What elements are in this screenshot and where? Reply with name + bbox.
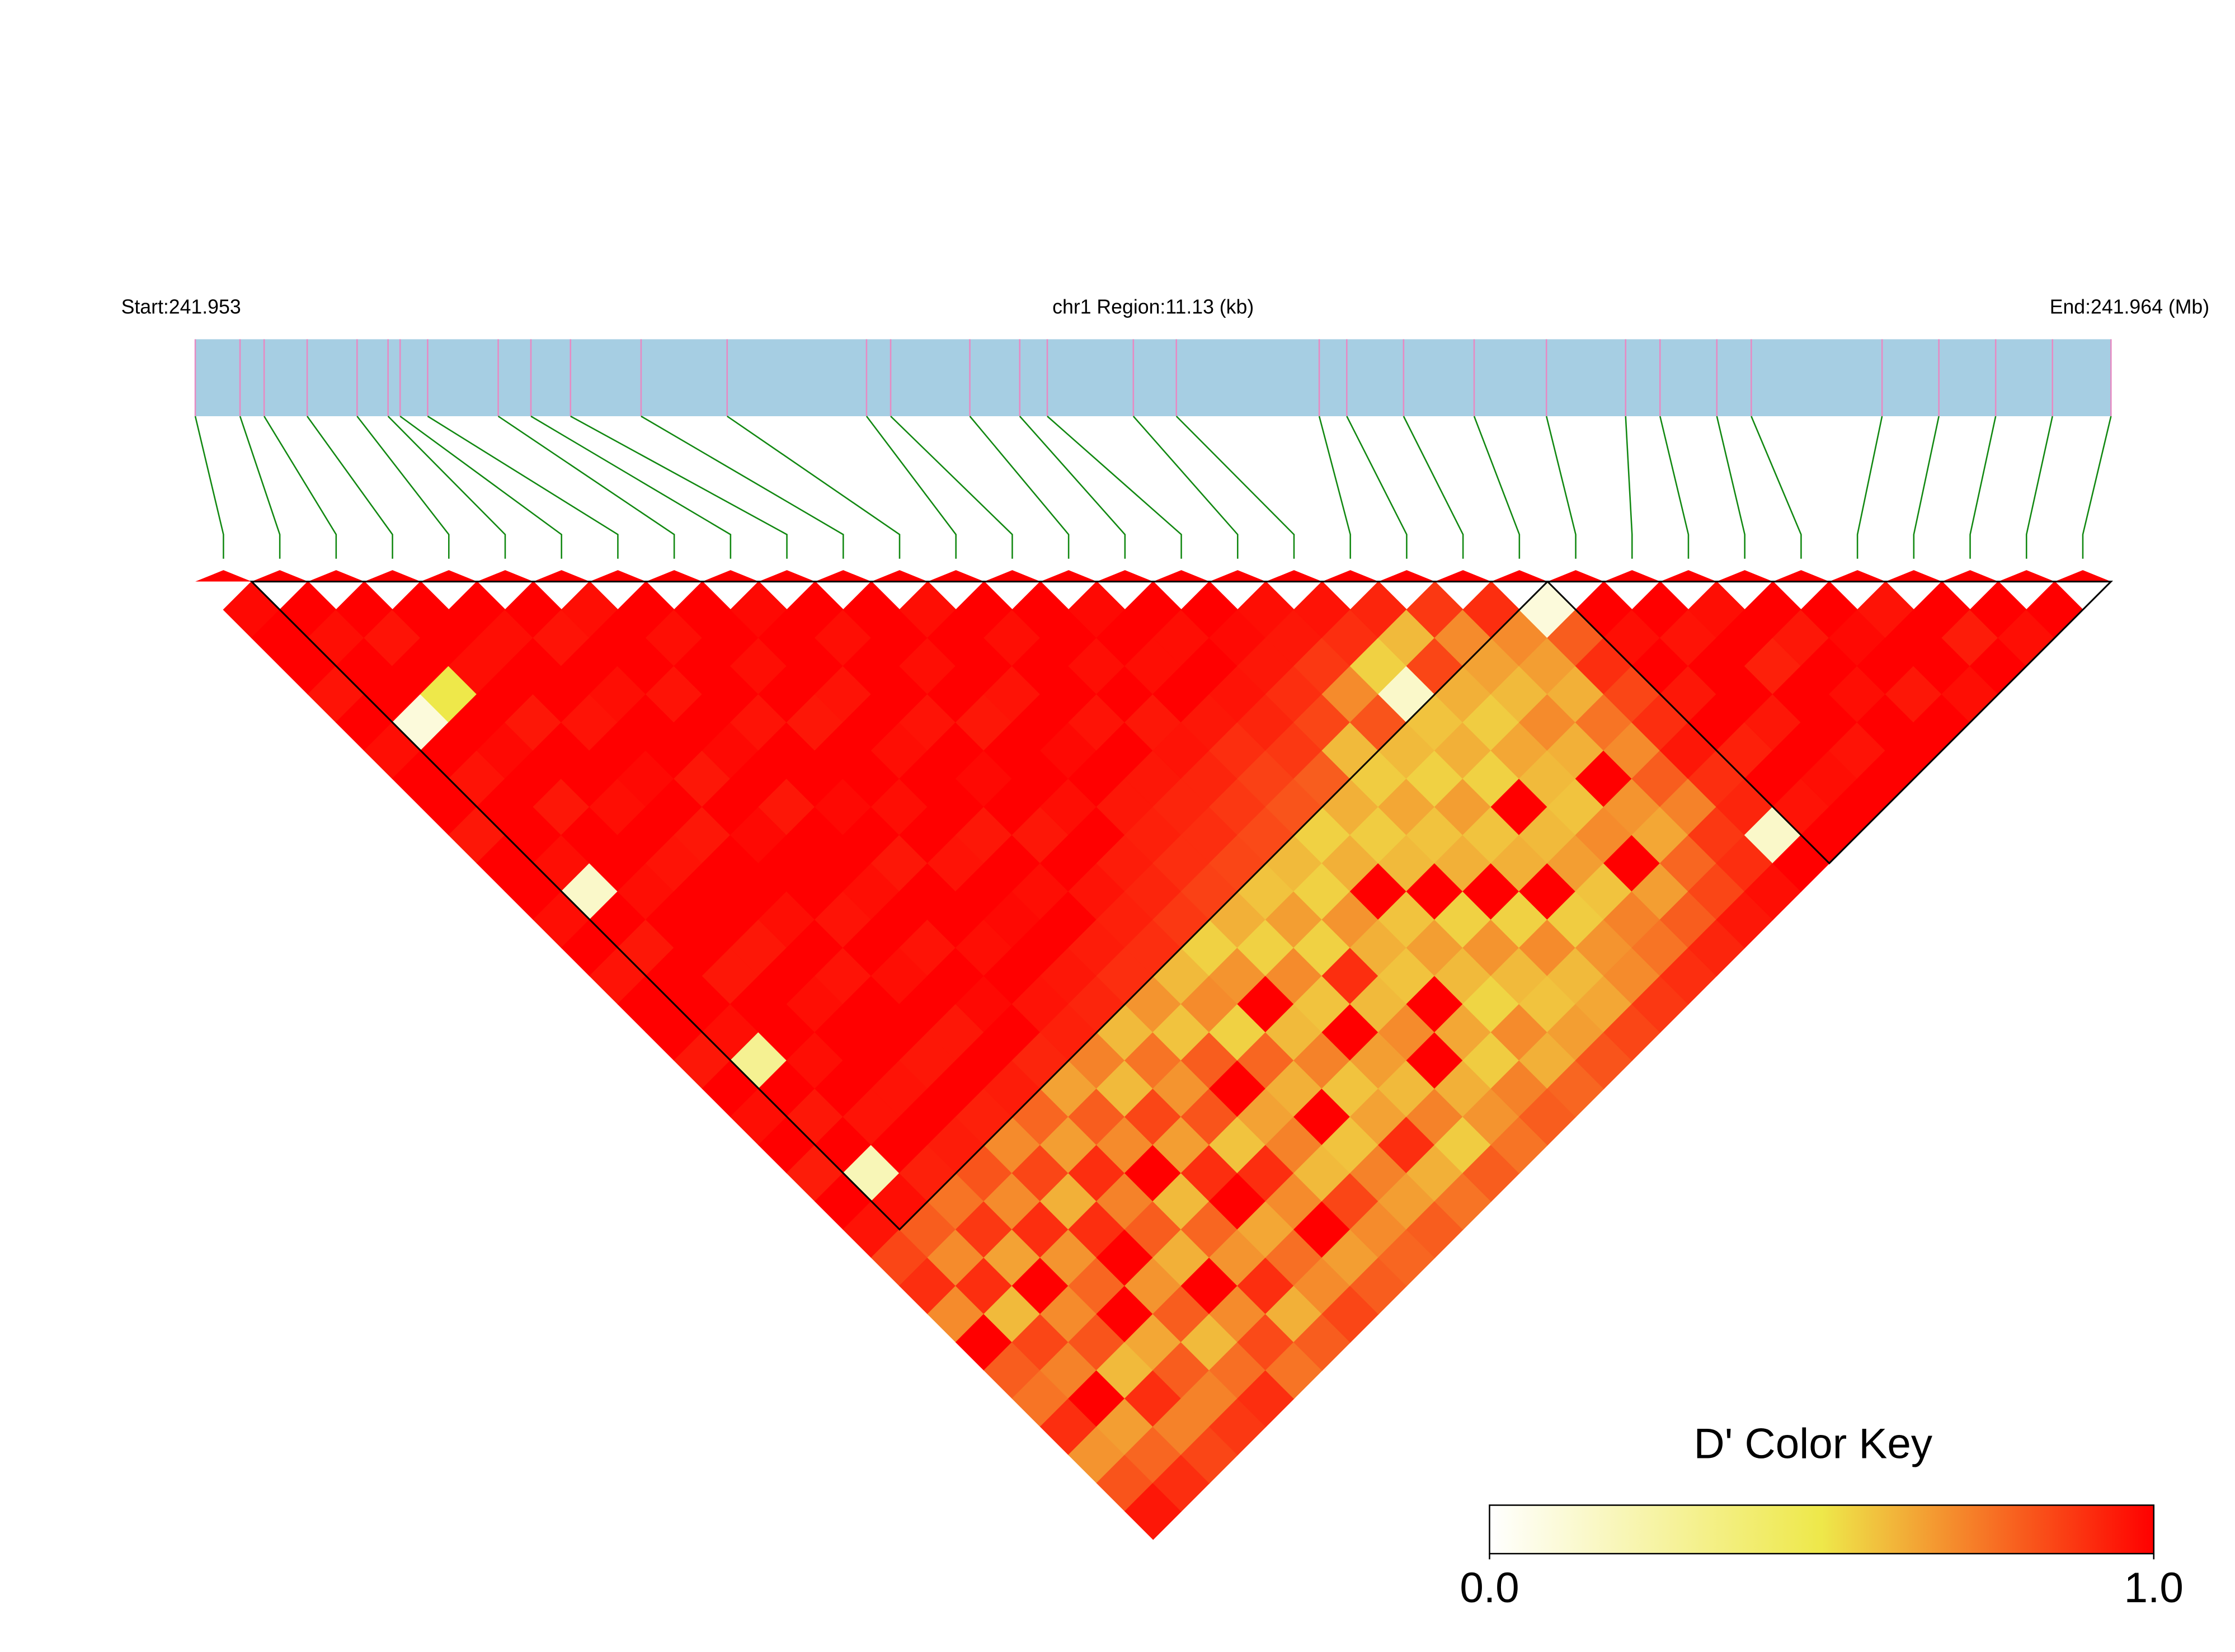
snp-marker — [477, 570, 534, 582]
snp-marker — [1209, 570, 1266, 582]
snp-marker — [1716, 570, 1773, 582]
snp-connector — [1913, 416, 1940, 559]
snp-connector — [356, 416, 450, 559]
snp-connector — [1175, 416, 1295, 559]
snp-connector — [2025, 416, 2053, 559]
snp-marker — [1434, 570, 1491, 582]
snp-connector — [570, 415, 788, 559]
ld-block — [1545, 581, 2114, 865]
snp-marker — [1491, 570, 1548, 582]
snp-connector — [641, 415, 844, 559]
snp-marker — [420, 570, 477, 582]
key-tick-label: 1.0 — [2124, 1564, 2184, 1612]
snp-connector — [497, 415, 675, 559]
key-tick-label: 0.0 — [1460, 1564, 1519, 1612]
snp-connector — [1318, 416, 1351, 559]
snp-marker — [815, 570, 872, 582]
snp-marker — [1378, 570, 1435, 582]
snp-connector — [1625, 416, 1633, 559]
snp-connector — [239, 416, 281, 559]
snp-marker — [1265, 570, 1323, 582]
snp-connector — [530, 415, 732, 559]
snp-marker — [1097, 570, 1154, 582]
region-bar — [195, 339, 2111, 416]
snp-marker — [646, 570, 703, 582]
snp-connector — [969, 416, 1070, 559]
region-label: chr1 Region:11.13 (kb) — [1052, 296, 1254, 318]
snp-marker — [1603, 570, 1660, 582]
snp-connector — [1545, 416, 1577, 559]
snp-connector — [1047, 416, 1182, 559]
snp-marker — [1660, 570, 1717, 582]
snp-marker — [533, 570, 590, 582]
snp-connector — [1403, 416, 1464, 559]
snp-connector — [1659, 416, 1690, 559]
snp-marker — [984, 570, 1041, 582]
snp-marker — [702, 570, 759, 582]
snp-connector — [727, 415, 901, 559]
snp-marker — [1942, 570, 1998, 582]
ld-block — [250, 581, 1550, 1231]
snp-marker — [308, 570, 365, 582]
snp-connector — [307, 416, 393, 559]
snp-connector — [1751, 416, 1802, 559]
snp-connector — [1132, 416, 1239, 559]
snp-marker — [1885, 570, 1942, 582]
snp-connector — [1716, 416, 1745, 559]
snp-marker — [251, 570, 308, 582]
snp-connector — [194, 416, 224, 559]
snp-connector — [1346, 416, 1408, 559]
snp-connector — [1856, 416, 1883, 559]
snp-connector — [427, 415, 619, 559]
snp-connector — [890, 416, 1013, 559]
snp-marker — [759, 570, 815, 582]
snp-marker — [928, 570, 985, 582]
snp-connector — [387, 416, 506, 559]
end-label: End:241.964 (Mb) — [2050, 296, 2209, 318]
color-key — [1489, 1504, 2155, 1555]
snp-connector — [1473, 416, 1521, 559]
snp-marker — [1322, 570, 1379, 582]
snp-marker — [1547, 570, 1604, 582]
snp-connector — [264, 416, 337, 559]
key-title: D' Color Key — [1694, 1420, 1933, 1467]
snp-marker — [1040, 570, 1097, 582]
snp-connector — [2082, 416, 2112, 559]
snp-connector — [1019, 416, 1126, 559]
snp-marker — [364, 570, 421, 582]
snp-marker — [195, 570, 252, 582]
snp-marker — [1153, 570, 1210, 582]
snp-connector — [1969, 416, 1997, 559]
snp-marker — [871, 570, 928, 582]
snp-marker — [1998, 570, 2055, 582]
snp-marker — [1829, 570, 1886, 582]
snp-connector — [865, 416, 957, 559]
snp-marker — [2054, 570, 2111, 582]
snp-marker — [590, 570, 646, 582]
start-label: Start:241.953 — [121, 296, 241, 318]
snp-marker — [1773, 570, 1829, 582]
snp-connector — [399, 415, 562, 559]
